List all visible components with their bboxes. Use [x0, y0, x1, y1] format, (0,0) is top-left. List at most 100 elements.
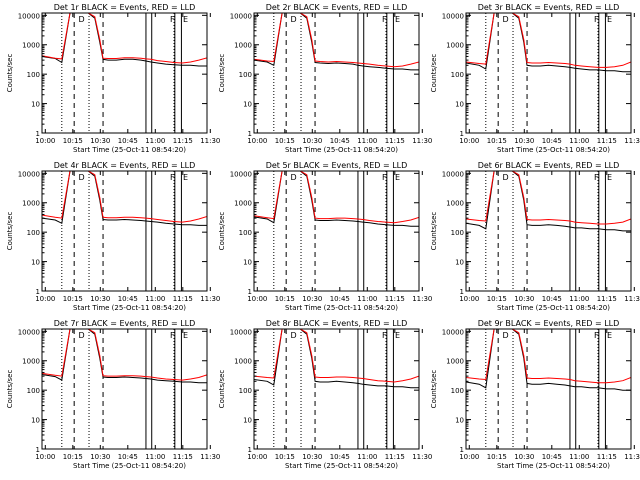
marker-letter: E — [395, 331, 400, 340]
marker-letter: D — [503, 173, 509, 182]
y-axis-label: Counts/sec — [6, 370, 14, 409]
plot-frame — [253, 328, 420, 450]
x-tick-label: 11:00 — [145, 453, 165, 461]
y-tick-label: 1 — [36, 446, 40, 454]
x-tick-label: 11:15 — [597, 295, 617, 303]
marker-letter: E — [395, 173, 400, 182]
marker-letter: D — [79, 15, 85, 24]
y-tick-label: 100 — [239, 71, 252, 79]
x-tick-label: 11:30 — [200, 295, 220, 303]
x-tick-label: 10:15 — [63, 137, 83, 145]
y-tick-label: 10 — [455, 417, 464, 425]
marker-letter: F — [594, 15, 599, 24]
series-events-line — [254, 13, 419, 71]
x-tick-label: 10:30 — [90, 295, 110, 303]
marker-letter: D — [291, 173, 297, 182]
y-tick-label: 10000 — [442, 328, 464, 336]
y-tick-label: 1 — [36, 288, 40, 296]
y-axis-label: Counts/sec — [218, 54, 226, 93]
y-tick-label: 1000 — [22, 200, 40, 208]
x-tick-label: 10:15 — [487, 137, 507, 145]
x-tick-label: 10:00 — [459, 137, 479, 145]
panel-3: Det 3r BLACK = Events, RED = LLD D F E 10:00… — [430, 3, 640, 154]
x-tick-label: 11:00 — [145, 137, 165, 145]
series-events-line — [254, 171, 419, 227]
y-tick-label: 1 — [36, 130, 40, 138]
series-lld-line — [254, 13, 419, 68]
y-tick-label: 10 — [243, 101, 252, 109]
plot-frame — [465, 170, 632, 292]
y-tick-label: 1 — [460, 130, 464, 138]
x-tick-label: 11:15 — [385, 295, 405, 303]
x-tick-label: 11:30 — [200, 453, 220, 461]
y-tick-label: 100 — [239, 229, 252, 237]
y-tick-label: 10000 — [18, 328, 40, 336]
x-tick-label: 10:00 — [459, 453, 479, 461]
marker-letter: F — [382, 15, 387, 24]
y-tick-label: 1 — [460, 288, 464, 296]
x-tick-label: 11:15 — [597, 453, 617, 461]
series-lld-line — [466, 13, 631, 68]
series-lld-line — [254, 329, 419, 383]
x-tick-label: 11:30 — [412, 137, 432, 145]
x-tick-label: 10:30 — [90, 137, 110, 145]
y-tick-label: 1 — [248, 130, 252, 138]
series-events-line — [466, 171, 631, 232]
x-tick-label: 10:15 — [487, 453, 507, 461]
x-tick-label: 10:30 — [514, 453, 534, 461]
panel-title: Det 5r BLACK = Events, RED = LLD — [266, 161, 408, 170]
x-tick-label: 10:00 — [35, 137, 55, 145]
panel-title: Det 9r BLACK = Events, RED = LLD — [478, 319, 620, 328]
x-tick-label: 10:15 — [275, 295, 295, 303]
panel-4: Det 4r BLACK = Events, RED = LLD D F E 10:00… — [6, 161, 220, 312]
series-lld-line — [42, 329, 207, 381]
series-events-line — [42, 329, 207, 384]
y-axis-label: Counts/sec — [430, 212, 438, 251]
x-tick-label: 10:15 — [63, 453, 83, 461]
y-axis-label: Counts/sec — [6, 212, 14, 251]
marker-letter: E — [183, 15, 188, 24]
y-tick-label: 10000 — [230, 170, 252, 178]
x-tick-label: 11:15 — [385, 453, 405, 461]
x-tick-label: 11:30 — [624, 453, 640, 461]
plot-frame — [41, 170, 208, 292]
plot-frame — [253, 12, 420, 134]
marker-letter: F — [594, 173, 599, 182]
panel-title: Det 4r BLACK = Events, RED = LLD — [54, 161, 196, 170]
x-tick-label: 11:15 — [173, 137, 193, 145]
marker-letter: D — [79, 331, 85, 340]
x-tick-label: 11:30 — [412, 295, 432, 303]
x-tick-label: 10:45 — [542, 453, 562, 461]
marker-letter: F — [170, 15, 175, 24]
x-tick-label: 10:00 — [247, 453, 267, 461]
panel-title: Det 6r BLACK = Events, RED = LLD — [478, 161, 620, 170]
x-tick-label: 11:30 — [624, 295, 640, 303]
marker-letter: E — [607, 331, 612, 340]
y-tick-label: 10 — [243, 259, 252, 267]
y-tick-label: 10 — [31, 259, 40, 267]
plot-frame — [41, 12, 208, 134]
panel-title: Det 8r BLACK = Events, RED = LLD — [266, 319, 408, 328]
marker-letter: E — [395, 15, 400, 24]
y-tick-label: 100 — [239, 387, 252, 395]
series-events-line — [42, 171, 207, 226]
y-tick-label: 10 — [455, 101, 464, 109]
y-tick-label: 100 — [27, 71, 40, 79]
x-tick-label: 11:30 — [412, 453, 432, 461]
marker-letter: D — [503, 15, 509, 24]
x-tick-label: 10:45 — [118, 453, 138, 461]
x-tick-label: 10:30 — [514, 295, 534, 303]
y-tick-label: 1000 — [446, 200, 464, 208]
x-tick-label: 10:45 — [118, 137, 138, 145]
series-lld-line — [466, 329, 631, 384]
series-lld-line — [466, 171, 631, 225]
x-tick-label: 10:30 — [302, 295, 322, 303]
x-tick-label: 10:00 — [35, 295, 55, 303]
marker-letter: F — [594, 331, 599, 340]
y-tick-label: 100 — [27, 387, 40, 395]
marker-letter: D — [79, 173, 85, 182]
x-axis-label: Start Time (25-Oct-11 08:54:20) — [73, 146, 186, 154]
series-lld-line — [42, 13, 207, 64]
marker-letter: D — [503, 331, 509, 340]
